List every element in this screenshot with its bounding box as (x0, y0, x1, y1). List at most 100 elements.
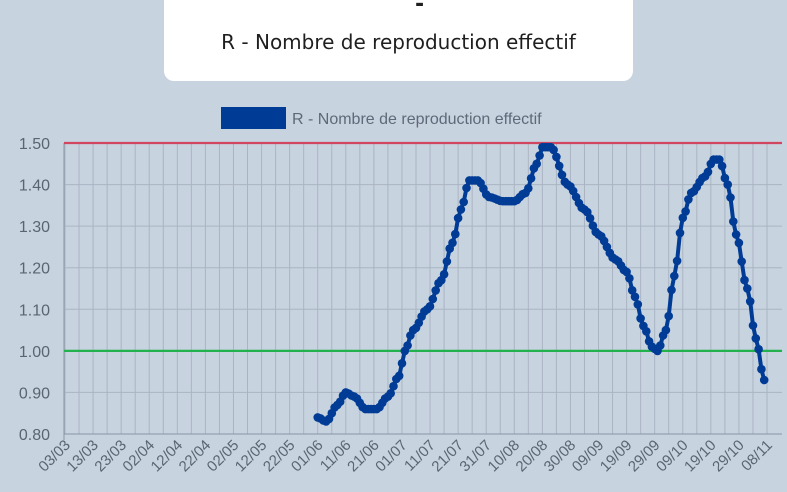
data-point (726, 193, 735, 202)
data-point (552, 152, 561, 162)
data-point (723, 180, 732, 189)
data-point (667, 285, 676, 295)
data-point (751, 334, 761, 343)
x-tick-label: 10/08 (485, 437, 524, 476)
data-point (526, 174, 536, 183)
x-tick-label: 02/04 (119, 437, 158, 476)
data-point (451, 229, 460, 239)
x-tick-label: 01/06 (288, 437, 327, 476)
data-point (748, 321, 758, 330)
series-r (313, 142, 769, 426)
data-point (656, 341, 665, 350)
data-point (549, 145, 558, 155)
x-tick-label: 13/03 (63, 437, 102, 476)
x-tick-label: 29/10 (709, 437, 748, 476)
data-point (397, 359, 407, 368)
x-axis: 03/0313/0323/0302/0412/0422/0402/0512/05… (35, 437, 776, 476)
data-point (431, 286, 441, 295)
y-tick-label: 1.50 (19, 136, 50, 153)
data-point (759, 375, 769, 385)
title-card: - R - Nombre de reproduction effectif (164, 0, 633, 81)
x-tick-label: 20/08 (513, 437, 552, 476)
data-point (661, 325, 671, 335)
x-tick-label: 02/05 (204, 437, 243, 476)
data-point (729, 217, 738, 226)
data-point (585, 214, 595, 223)
data-point (664, 311, 673, 321)
x-tick-label: 21/06 (344, 437, 383, 476)
x-tick-label: 08/11 (738, 437, 776, 475)
data-point (442, 257, 452, 266)
data-point (745, 297, 755, 306)
data-point (524, 184, 533, 193)
legend-swatch[interactable] (221, 107, 286, 129)
x-tick-label: 31/07 (456, 437, 495, 476)
data-point (740, 275, 749, 285)
y-tick-label: 1.20 (19, 261, 50, 278)
reference-lines (64, 141, 782, 352)
data-point (456, 205, 466, 214)
data-point (754, 344, 763, 354)
x-tick-label: 09/09 (569, 437, 608, 476)
x-tick-label: 22/04 (176, 437, 215, 476)
x-tick-label: 12/05 (232, 437, 271, 476)
data-point (636, 314, 645, 323)
data-point (389, 381, 398, 391)
data-point (425, 302, 435, 311)
y-tick-label: 1.30 (19, 219, 50, 236)
y-tick-label: 0.80 (19, 427, 50, 444)
x-tick-label: 19/10 (681, 437, 720, 476)
data-point (670, 271, 679, 281)
data-point (439, 270, 449, 279)
data-point (720, 173, 730, 183)
data-point (394, 371, 404, 381)
data-point (532, 159, 541, 169)
x-tick-label: 21/07 (428, 437, 467, 476)
data-point (642, 327, 651, 336)
y-tick-label: 0.90 (19, 385, 50, 402)
data-point (672, 256, 682, 266)
data-point (557, 170, 567, 180)
data-point (715, 155, 724, 164)
data-point (453, 213, 463, 223)
x-tick-label: 09/10 (653, 437, 692, 476)
chart-grid (63, 142, 782, 440)
data-point (459, 197, 469, 207)
y-axis: 1.50 1.40 1.30 1.20 1.10 1.00 0.90 0.80 (19, 136, 50, 444)
data-point (627, 286, 637, 295)
data-point (554, 161, 564, 171)
x-tick-label: 01/07 (372, 437, 411, 476)
data-point (428, 294, 438, 304)
legend-label[interactable]: R - Nombre de reproduction effectif (292, 111, 542, 128)
cut-off-header-glyph: - (415, 0, 425, 17)
data-point (734, 238, 744, 248)
data-point (743, 284, 752, 293)
page-title: R - Nombre de reproduction effectif (221, 30, 576, 54)
data-point (675, 228, 685, 238)
x-tick-label: 22/05 (260, 437, 299, 476)
data-point (681, 207, 690, 216)
data-point (757, 364, 766, 374)
x-tick-label: 19/09 (597, 437, 636, 476)
data-point (731, 230, 741, 239)
data-point (386, 389, 396, 398)
data-point (462, 183, 471, 193)
data-point (703, 167, 713, 177)
y-tick-label: 1.10 (19, 302, 50, 319)
legend[interactable]: R - Nombre de reproduction effectif (221, 107, 542, 129)
data-point (717, 161, 727, 171)
data-point (403, 341, 412, 350)
y-tick-label: 1.00 (19, 344, 50, 361)
data-point (448, 238, 457, 248)
x-tick-label: 23/03 (91, 437, 130, 476)
x-tick-label: 12/04 (148, 437, 187, 476)
data-point (633, 300, 643, 309)
x-tick-label: 29/09 (625, 437, 664, 476)
data-point (630, 292, 640, 302)
data-point (684, 195, 693, 204)
x-tick-label: 30/08 (541, 437, 580, 476)
data-point (625, 274, 634, 283)
data-point (535, 151, 544, 160)
y-tick-label: 1.40 (19, 178, 50, 195)
